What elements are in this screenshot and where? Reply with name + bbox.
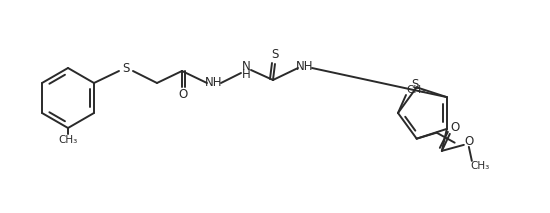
Text: NH: NH xyxy=(205,76,223,89)
Text: S: S xyxy=(271,47,279,60)
Text: N: N xyxy=(241,60,250,73)
Text: NH: NH xyxy=(296,60,314,73)
Text: O: O xyxy=(464,135,474,148)
Text: CH₃: CH₃ xyxy=(470,161,490,171)
Text: CH₃: CH₃ xyxy=(406,85,426,95)
Text: S: S xyxy=(122,62,130,75)
Text: O: O xyxy=(450,121,459,134)
Text: H: H xyxy=(241,69,250,82)
Text: CH₃: CH₃ xyxy=(58,135,78,145)
Text: S: S xyxy=(411,78,419,91)
Text: O: O xyxy=(178,88,188,101)
